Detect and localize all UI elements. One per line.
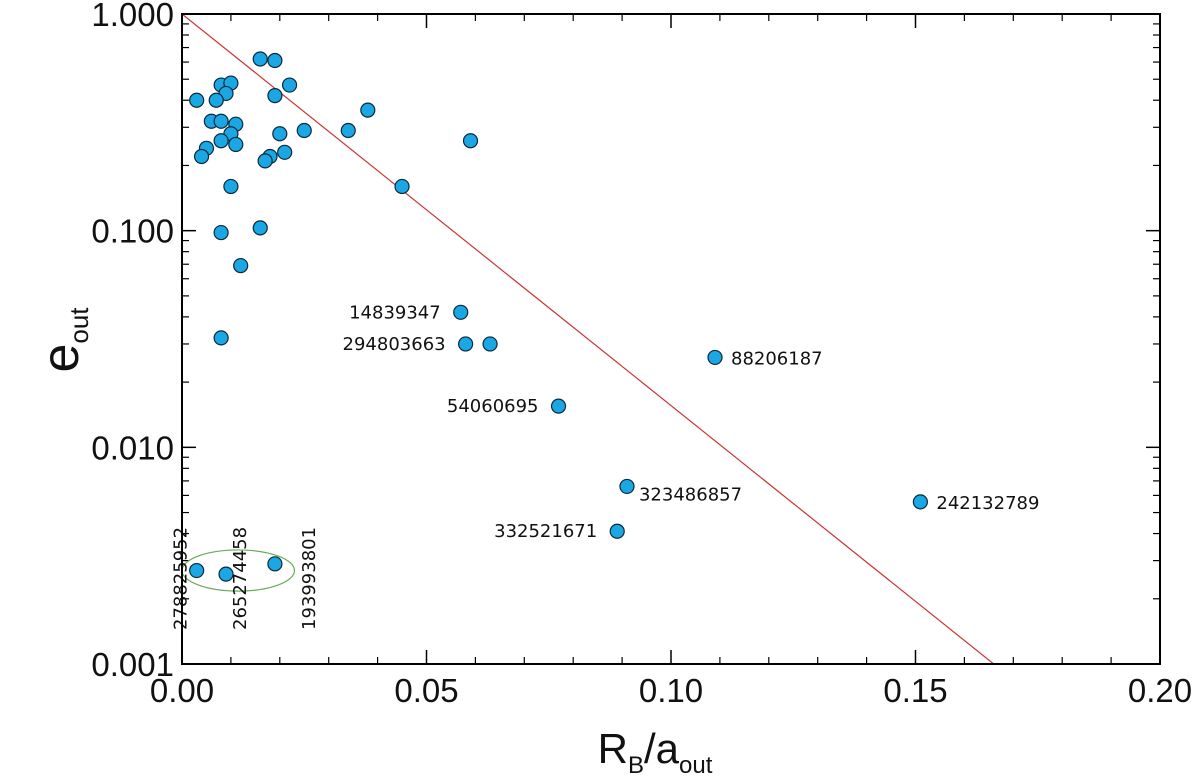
data-point [272, 126, 288, 142]
data-points [189, 51, 928, 582]
y-axis-title-main: e [32, 344, 90, 373]
data-point [252, 220, 268, 236]
data-point [360, 102, 376, 118]
data-point [208, 92, 224, 108]
x-tick-label: 0.10 [639, 672, 703, 709]
data-point [267, 88, 283, 104]
data-point [213, 330, 229, 346]
x-tick-label: 0.15 [883, 672, 947, 709]
trend-line [182, 14, 995, 664]
data-point [218, 566, 234, 582]
data-point [189, 562, 205, 579]
data-point [340, 122, 356, 139]
point-label: 294803663 [343, 334, 446, 355]
x-axis-title-sub1: B [628, 752, 644, 779]
y-tick-label: 1.000 [91, 0, 174, 33]
data-point [267, 52, 283, 69]
y-tick-label: 0.001 [91, 646, 174, 683]
point-label: 54060695 [447, 396, 539, 417]
tick-labels: 0.00 0.05 0.10 0.15 0.20 0.001 0.010 0.100 1.000 [91, 0, 1192, 709]
data-point [252, 51, 268, 67]
data-point [213, 133, 229, 149]
point-label: 193993801 [299, 527, 320, 630]
x-axis-title: RB/aout [598, 725, 713, 779]
data-point [550, 398, 567, 414]
data-point [267, 556, 283, 572]
point-label: 242132789 [936, 493, 1039, 514]
data-point [482, 336, 498, 352]
point-label: 265274458 [230, 527, 251, 630]
data-point [609, 523, 625, 539]
data-point [462, 133, 479, 149]
data-point [189, 92, 205, 108]
y-axis-title: eout [32, 307, 94, 373]
data-point [619, 478, 635, 495]
x-axis-title-main: R [598, 725, 628, 772]
data-point [394, 178, 410, 195]
data-point [193, 148, 210, 165]
y-axis-title-sub: out [64, 307, 94, 344]
y-tick-label: 0.100 [91, 213, 174, 250]
data-point [277, 144, 293, 160]
data-point [281, 77, 298, 93]
point-label: 14839347 [349, 302, 441, 323]
y-tick-label: 0.010 [91, 429, 174, 466]
data-point [453, 304, 469, 320]
data-point [213, 113, 229, 129]
data-point [458, 336, 474, 352]
data-point [296, 122, 312, 139]
data-point [233, 257, 249, 274]
x-axis-title-mid: /a [644, 725, 680, 772]
point-label: 332521671 [494, 521, 597, 542]
data-point [228, 136, 244, 153]
plot-frame [181, 13, 1161, 665]
data-point [223, 178, 239, 195]
x-axis-title-sub2: out [679, 752, 713, 779]
data-point [912, 494, 928, 510]
x-tick-label: 0.00 [150, 672, 214, 709]
x-tick-label: 0.20 [1128, 672, 1192, 709]
data-point [707, 349, 723, 366]
axis-ticks [181, 13, 1161, 665]
x-tick-label: 0.05 [394, 672, 458, 709]
data-point [257, 153, 273, 169]
point-label: 88206187 [731, 348, 823, 369]
point-labels: 14839347 294803663 54060695 88206187 3234868… [171, 302, 1040, 630]
point-label: 323486857 [639, 484, 742, 505]
data-point [213, 224, 229, 241]
